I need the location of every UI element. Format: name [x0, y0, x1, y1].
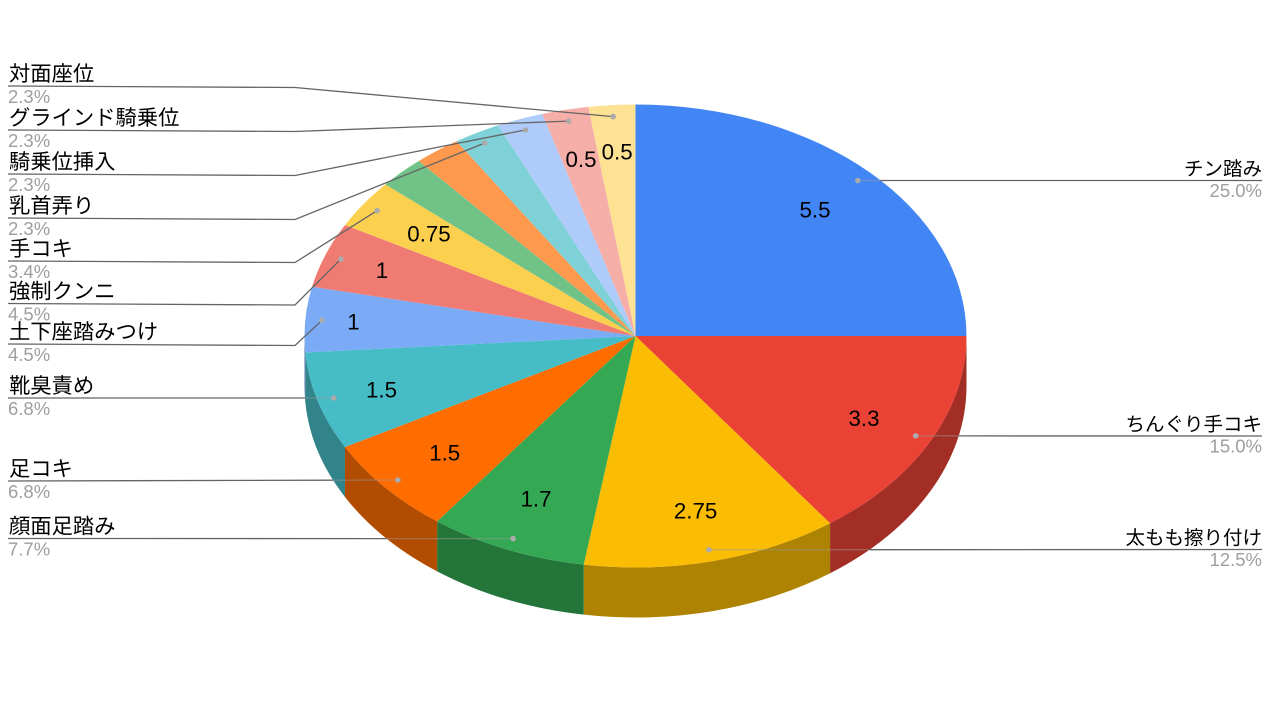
svg-text:1: 1	[347, 310, 359, 335]
svg-text:2.3%: 2.3%	[8, 86, 50, 107]
svg-text:1: 1	[376, 258, 388, 283]
svg-text:12.5%: 12.5%	[1210, 549, 1262, 570]
svg-text:6.8%: 6.8%	[8, 481, 50, 502]
svg-text:0.5: 0.5	[566, 147, 597, 172]
svg-text:0.75: 0.75	[407, 222, 450, 247]
svg-text:5.5: 5.5	[800, 198, 831, 223]
svg-text:3.3: 3.3	[849, 406, 880, 431]
svg-text:3.4%: 3.4%	[8, 261, 50, 282]
svg-text:2.75: 2.75	[674, 499, 717, 524]
svg-text:4.5%: 4.5%	[8, 344, 50, 365]
svg-text:7.7%: 7.7%	[8, 539, 50, 560]
svg-text:15.0%: 15.0%	[1210, 436, 1262, 457]
svg-text:0.5: 0.5	[602, 140, 633, 165]
svg-text:6.8%: 6.8%	[8, 398, 50, 419]
svg-text:2.3%: 2.3%	[8, 174, 50, 195]
svg-text:2.3%: 2.3%	[8, 218, 50, 239]
svg-text:1.5: 1.5	[366, 378, 397, 403]
svg-text:1.7: 1.7	[521, 487, 552, 512]
svg-text:1.5: 1.5	[429, 441, 460, 466]
svg-text:2.3%: 2.3%	[8, 130, 50, 151]
svg-text:25.0%: 25.0%	[1210, 180, 1262, 201]
svg-text:4.5%: 4.5%	[8, 304, 50, 325]
